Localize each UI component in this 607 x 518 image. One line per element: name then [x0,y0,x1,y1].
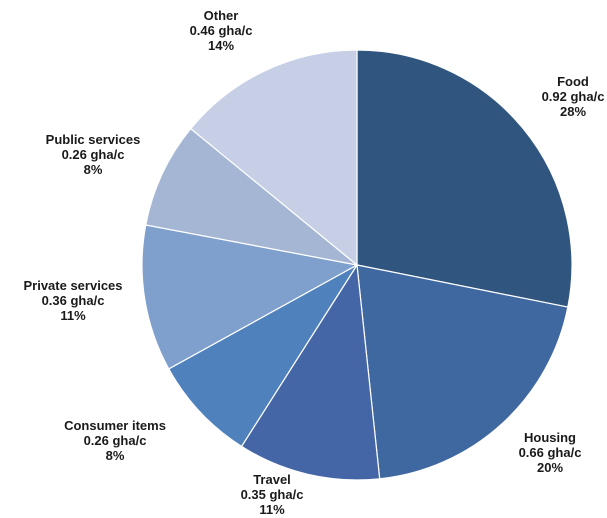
pie-slice-food [356,49,573,308]
pie-slice-consumer-items [167,264,358,448]
slice-label-public-services: Public services 0.26 gha/c 8% [46,132,141,177]
pie-slice-travel [240,263,381,481]
slice-label-travel: Travel 0.35 gha/c 11% [241,472,304,517]
pie-slices [141,49,573,481]
pie-slice-private-services [141,224,359,370]
slice-label-other: Other 0.46 gha/c 14% [190,8,253,53]
pie-slice-housing [356,264,569,480]
pie-slice-other [189,49,358,267]
slice-label-food: Food 0.92 gha/c 28% [542,74,605,119]
pie-slice-public-services [145,127,358,266]
slice-labels: Food 0.92 gha/c 28% Housing 0.66 gha/c 20% Tra… [23,8,604,517]
slice-label-housing: Housing 0.66 gha/c 20% [519,430,582,475]
slice-label-private-services: Private services 0.36 gha/c 11% [23,278,122,323]
slice-label-consumer-items: Consumer items 0.26 gha/c 8% [64,418,166,463]
